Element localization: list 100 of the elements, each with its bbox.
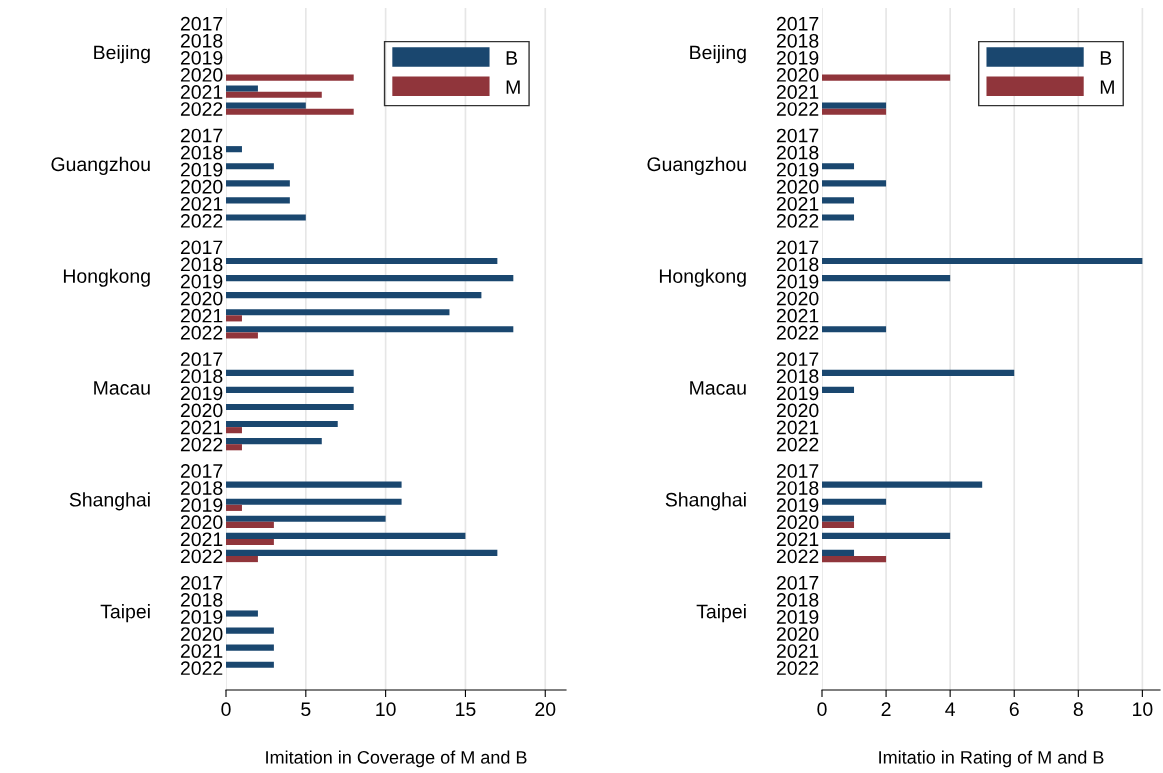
bar	[822, 275, 951, 282]
bar	[822, 163, 855, 170]
text: Beijing	[94, 45, 150, 64]
text: Hongkong	[659, 268, 746, 287]
bar	[226, 108, 354, 115]
y-tick-label: 2017	[180, 464, 223, 478]
y-tick-label: 2019	[776, 610, 819, 624]
bar	[226, 627, 274, 634]
y-tick-label: 2017	[180, 240, 223, 255]
y-tick-label: 2017	[180, 352, 223, 367]
y-tick-label: 2020	[180, 627, 223, 641]
bar	[226, 180, 290, 187]
y-tick-label: 2018	[776, 369, 819, 384]
x-tick-label: 6	[1009, 702, 1019, 717]
y-tick-label: 2019	[776, 162, 819, 177]
bar	[226, 521, 274, 528]
bar	[226, 427, 242, 434]
text: Beijing	[690, 45, 746, 64]
x-axis-title: Imitation in Coverage of M and B	[266, 750, 527, 768]
text: Shanghai	[69, 492, 150, 511]
y-tick-label: 2021	[180, 420, 223, 435]
bar	[822, 481, 983, 488]
bar	[822, 257, 1143, 265]
y-tick-label: 2021	[776, 308, 819, 323]
y-tick-label: 2020	[180, 403, 223, 418]
y-tick-label: 2020	[180, 179, 223, 194]
y-tick-label: 2022	[180, 661, 223, 676]
x-tick-label: 0	[817, 702, 827, 717]
y-tick-label: 2021	[180, 85, 223, 99]
y-tick-label: 2022	[776, 214, 819, 228]
bar	[226, 386, 354, 393]
y-tick-label: 2018	[180, 257, 223, 272]
text: B	[506, 51, 518, 65]
y-tick-label: 2021	[180, 644, 223, 658]
bar	[226, 315, 242, 322]
x-tick-label: 0	[221, 702, 231, 717]
y-tick-label: 2019	[180, 50, 223, 65]
y-tick-label: 2022	[776, 549, 819, 564]
y-tick-label: 2022	[180, 437, 223, 452]
x-tick-label: 4	[945, 702, 955, 716]
y-tick-label: 2017	[776, 128, 819, 143]
y-tick-label: 2021	[776, 85, 819, 99]
y-tick-label: 2022	[180, 214, 223, 228]
y-tick-label: 2017	[180, 16, 223, 31]
y-tick-label: 2018	[180, 33, 223, 48]
y-tick-label: 2019	[180, 610, 223, 624]
x-axis-title: Imitatio in Rating of M and B	[879, 750, 1104, 768]
text: Guangzhou	[647, 156, 746, 175]
bar	[226, 197, 290, 204]
y-tick-label: 2021	[180, 308, 223, 323]
y-tick-label: 2022	[776, 661, 819, 676]
y-tick-label: 2022	[180, 102, 223, 116]
bar	[822, 515, 855, 522]
text: Guangzhou	[51, 156, 150, 175]
x-tick-label: 10	[1133, 702, 1153, 717]
x-tick-label: 10	[376, 702, 396, 717]
y-tick-label: 2021	[180, 196, 223, 211]
bar	[226, 91, 322, 98]
text: Macau	[690, 381, 746, 395]
bar	[226, 538, 274, 546]
y-tick-label: 2017	[776, 240, 819, 255]
text: Taipei	[696, 604, 746, 623]
bar	[226, 444, 242, 451]
text: Hongkong	[63, 268, 150, 287]
text: M	[506, 80, 520, 94]
y-tick-label: 2017	[180, 128, 223, 143]
text: Macau	[94, 381, 150, 395]
y-tick-label: 2020	[180, 291, 223, 306]
y-tick-label: 2022	[776, 102, 819, 116]
y-tick-label: 2019	[180, 386, 223, 401]
y-tick-label: 2019	[180, 162, 223, 177]
y-tick-label: 2018	[776, 257, 819, 272]
y-tick-label: 2017	[776, 464, 819, 478]
y-tick-label: 2020	[180, 68, 223, 82]
bar	[226, 498, 402, 505]
bar	[822, 521, 855, 528]
y-tick-label: 2022	[776, 325, 819, 340]
y-tick-label: 2018	[180, 145, 223, 160]
x-tick-label: 2	[881, 702, 891, 716]
text: Taipei	[100, 604, 150, 623]
y-tick-label: 2021	[776, 644, 819, 658]
bar	[226, 420, 338, 428]
bar	[226, 309, 450, 316]
bar	[822, 369, 1015, 376]
bar	[226, 644, 274, 651]
y-tick-label: 2017	[180, 575, 223, 590]
y-tick-label: 2020	[776, 68, 819, 82]
y-tick-label: 2018	[776, 33, 819, 48]
y-tick-label: 2022	[776, 437, 819, 452]
text: B	[1100, 51, 1112, 65]
y-tick-label: 2022	[180, 549, 223, 564]
bar	[822, 498, 887, 505]
bar	[226, 332, 258, 339]
y-tick-label: 2019	[180, 498, 223, 513]
y-tick-label: 2021	[776, 196, 819, 211]
bar	[226, 555, 258, 563]
y-tick-label: 2018	[776, 592, 819, 607]
y-tick-label: 2021	[180, 532, 223, 547]
y-tick-label: 2021	[776, 420, 819, 435]
y-tick-label: 2017	[776, 16, 819, 31]
